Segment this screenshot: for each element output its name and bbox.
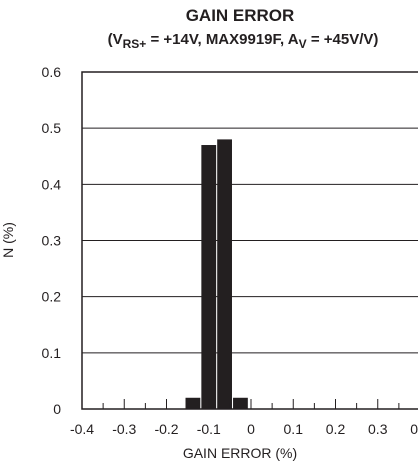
x-axis-ticks: -0.4 -0.3 -0.2 -0.1 0 0.1 0.2 0.3 0.4: [70, 399, 418, 437]
y-axis-ticks: 0 0.1 0.2 0.3 0.4 0.5 0.6: [42, 64, 62, 417]
histogram-bar: [201, 145, 217, 409]
grid-lines: [82, 127, 418, 354]
subtitle-part: RS+: [123, 37, 147, 51]
y-tick-label: 0.3: [42, 233, 62, 249]
y-tick-label: 0.1: [42, 345, 62, 361]
histogram-bar: [217, 139, 232, 409]
x-tick-label: -0.2: [154, 421, 178, 437]
subtitle-part: V: [299, 37, 307, 51]
histogram-bar: [233, 397, 248, 409]
x-axis-label: GAIN ERROR (%): [183, 445, 297, 461]
y-axis-label: N (%): [0, 222, 16, 258]
subtitle-part: = +14V, MAX9919F, A: [146, 31, 298, 48]
x-tick-label: 0.1: [284, 421, 304, 437]
subtitle-part: (V: [108, 31, 123, 48]
subtitle-part: = +45V/V): [307, 31, 379, 48]
y-tick-label: 0.4: [42, 176, 62, 192]
x-tick-label: -0.1: [197, 421, 221, 437]
y-tick-label: 0.2: [42, 289, 62, 305]
y-tick-label: 0.5: [42, 120, 62, 136]
histogram-bar: [185, 397, 201, 409]
x-tick-label: 0.2: [326, 421, 346, 437]
x-tick-label: 0.3: [368, 421, 388, 437]
x-tick-label: 0: [247, 421, 255, 437]
chart-title: GAIN ERROR: [186, 6, 295, 25]
chart-subtitle: (VRS+ = +14V, MAX9919F, AV = +45V/V): [108, 31, 379, 51]
x-tick-label: -0.4: [70, 421, 94, 437]
y-tick-label: 0: [53, 401, 61, 417]
y-tick-label: 0.6: [42, 64, 62, 80]
histogram-bars: [185, 139, 248, 409]
x-tick-label: -0.3: [112, 421, 136, 437]
x-tick-label: 0.4: [410, 421, 418, 437]
